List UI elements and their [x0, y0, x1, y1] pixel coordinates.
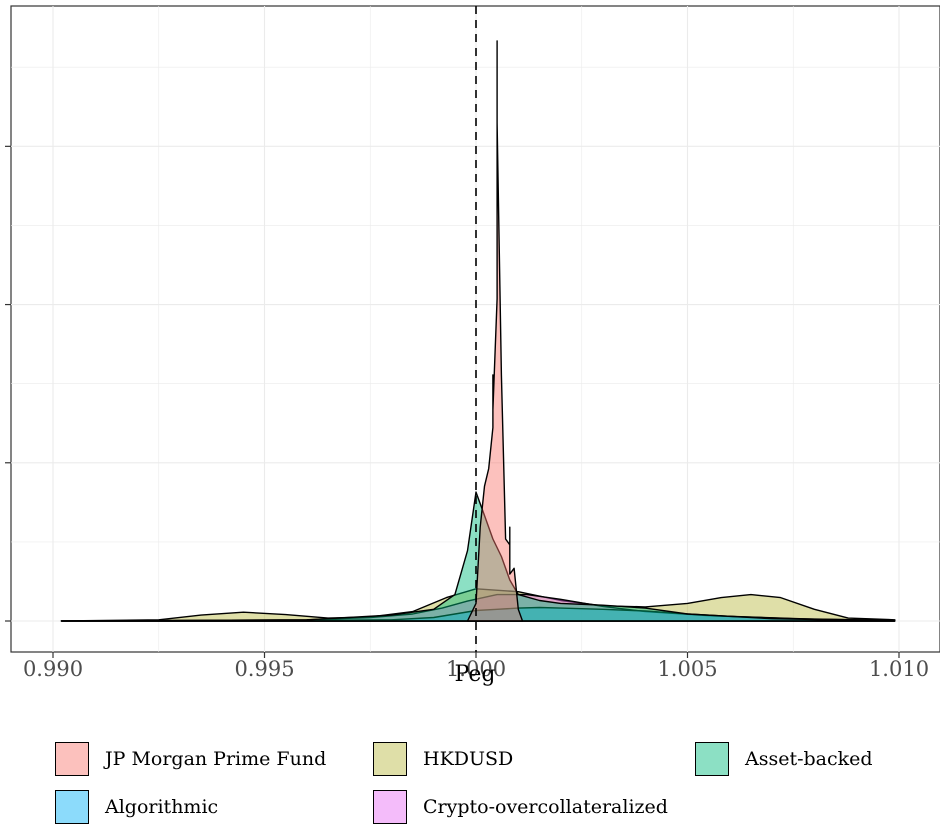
legend-label-asset-backed: Asset-backed	[745, 748, 873, 770]
x-tick-label: 1.010	[869, 657, 929, 681]
x-tick-label: 1.000	[446, 657, 506, 681]
legend-swatch-algorithmic	[55, 790, 89, 824]
legend-swatch-asset-backed	[695, 742, 729, 776]
legend-swatch-hkdusd	[373, 742, 407, 776]
legend-item-crypto-overcollateralized: Crypto-overcollateralized	[373, 788, 668, 826]
legend: JP Morgan Prime Fund HKDUSD Asset-backed…	[55, 740, 915, 830]
density-series-layer	[60, 40, 896, 622]
legend-label-algorithmic: Algorithmic	[105, 796, 219, 818]
x-axis-title: Peg	[455, 662, 496, 687]
legend-item-asset-backed: Asset-backed	[695, 740, 873, 778]
density-area-jp-morgan-prime-fund	[466, 40, 524, 622]
legend-item-algorithmic: Algorithmic	[55, 788, 218, 826]
x-axis-ticks: 0.990 0.995 1.000 1.005 1.010	[23, 652, 929, 681]
legend-item-hkdusd: HKDUSD	[373, 740, 513, 778]
legend-swatch-jp-morgan	[55, 742, 89, 776]
legend-swatch-crypto-overcollateralized	[373, 790, 407, 824]
x-tick-label: 0.995	[234, 657, 294, 681]
x-tick-label: 1.005	[657, 657, 717, 681]
legend-label-crypto-overcollateralized: Crypto-overcollateralized	[423, 796, 668, 818]
y-axis-ticks	[5, 145, 11, 622]
x-tick-label: 0.990	[23, 657, 83, 681]
legend-item-jp-morgan: JP Morgan Prime Fund	[55, 740, 326, 778]
legend-label-hkdusd: HKDUSD	[423, 748, 514, 770]
legend-label-jp-morgan: JP Morgan Prime Fund	[105, 748, 327, 770]
